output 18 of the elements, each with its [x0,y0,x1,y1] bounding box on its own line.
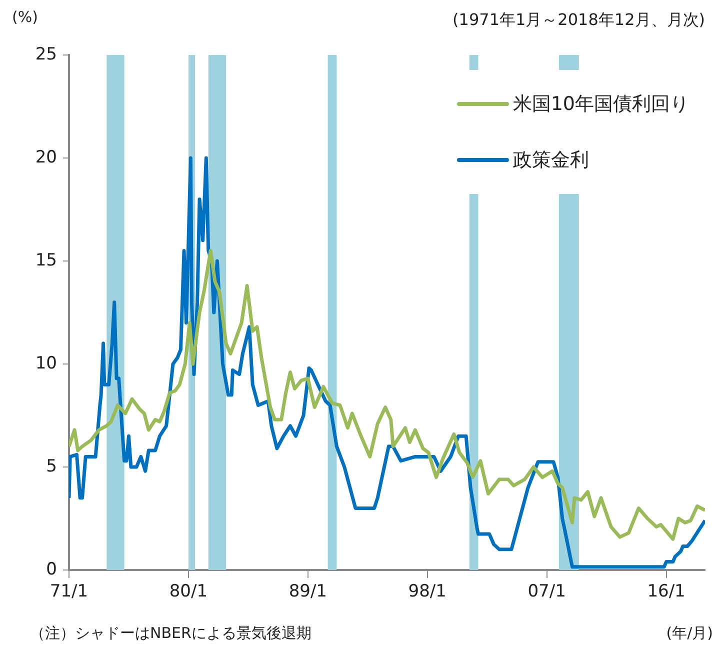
y-tick-label: 25 [35,44,57,64]
x-tick-label: 71/1 [50,582,88,602]
legend-label: 政策金利 [512,148,589,173]
y-tick-label: 10 [35,353,57,374]
x-axis-title: (年/月) [666,624,713,643]
legend-label: 米国10年国債利回り [512,92,689,117]
x-tick-label: 16/1 [647,582,686,602]
y-tick-label: 5 [46,456,57,476]
text: （注）シャドーはNBERによる景気後退期 [30,624,312,643]
y-tick-label: 20 [35,147,57,168]
y-tick-label: 15 [35,250,57,270]
x-tick-label: 07/1 [528,582,566,602]
text: (1971年1月～2018年12月、月次) [452,10,705,31]
x-tick-label: 80/1 [169,582,208,602]
x-tick-label: 98/1 [408,582,446,602]
y-axis-title: (%) [12,8,38,26]
x-tick-label: 89/1 [288,582,328,602]
y-tick-label: 0 [46,559,57,580]
